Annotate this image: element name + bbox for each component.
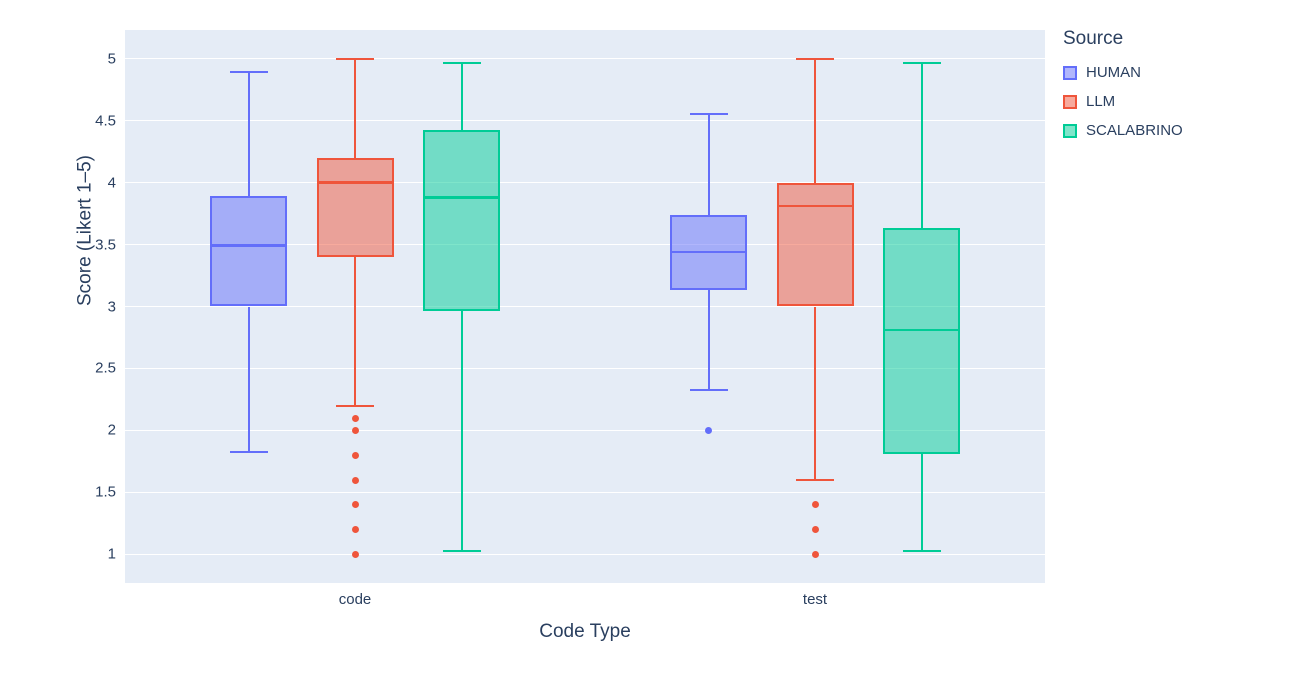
- outlier-point: [351, 426, 359, 434]
- whisker-lower-line: [460, 311, 463, 551]
- y-gridline: [125, 429, 1045, 432]
- y-tick-label: 3: [107, 298, 116, 315]
- y-tick-label: 4: [107, 174, 116, 191]
- y-tick-label: 1: [107, 545, 116, 563]
- y-gridline: [125, 243, 1045, 246]
- y-axis-title: Score (Likert 1–5): [74, 154, 96, 306]
- outlier-point: [351, 526, 359, 534]
- whisker-upper-line: [354, 58, 356, 158]
- box-iqr: [210, 196, 287, 307]
- whisker-upper-line: [247, 72, 250, 197]
- y-gridline: [125, 305, 1045, 308]
- y-tick-label: 5: [107, 50, 116, 68]
- outlier-point: [351, 476, 359, 484]
- median-line: [883, 328, 960, 332]
- whisker-upper-cap: [442, 62, 481, 65]
- x-tick-label: test: [802, 591, 828, 608]
- legend-item-llm[interactable]: LLM: [1063, 87, 1183, 116]
- legend-item-human[interactable]: HUMAN: [1063, 58, 1183, 87]
- outlier-point: [811, 550, 819, 558]
- whisker-lower-line: [247, 306, 250, 452]
- outlier-point: [705, 426, 712, 434]
- whisker-lower-line: [814, 306, 816, 481]
- legend: Source HUMAN LLM SCALABRINO: [1063, 28, 1183, 145]
- y-tick-label: 3.5: [95, 236, 116, 253]
- y-gridline: [125, 367, 1045, 370]
- y-gridline: [125, 553, 1045, 556]
- outlier-point: [351, 451, 359, 459]
- whisker-lower-cap: [229, 450, 268, 453]
- median-line: [670, 250, 747, 254]
- box-iqr: [316, 157, 394, 257]
- outlier-point: [351, 501, 359, 509]
- legend-title: Source: [1063, 28, 1124, 49]
- legend-item-label: SCALABRINO: [1086, 122, 1183, 139]
- whisker-upper-line: [460, 63, 463, 131]
- y-gridline: [125, 119, 1045, 122]
- median-line: [423, 196, 500, 199]
- whisker-upper-line: [707, 114, 710, 215]
- plot-area: 1 1.5 2 2.5 3 3.5 4 4.5 5 code test: [95, 30, 1045, 608]
- legend-items: HUMAN LLM SCALABRINO: [1063, 58, 1183, 145]
- whisker-upper-cap: [336, 57, 374, 60]
- whisker-lower-cap: [442, 549, 481, 552]
- median-line: [210, 244, 287, 247]
- y-tick-label: 2.5: [95, 359, 116, 377]
- y-gridline: [125, 181, 1045, 184]
- whisker-lower-cap: [336, 404, 374, 407]
- x-tick-label: code: [338, 591, 372, 608]
- box-iqr: [776, 182, 854, 307]
- whisker-upper-line: [814, 58, 816, 183]
- y-gridline: [125, 491, 1045, 494]
- y-gridline: [125, 57, 1045, 60]
- legend-swatch-icon: [1063, 123, 1077, 138]
- whisker-lower-cap: [689, 388, 728, 391]
- whisker-lower-line: [920, 454, 923, 551]
- whisker-upper-line: [920, 63, 923, 229]
- whisker-lower-cap: [902, 549, 941, 552]
- outlier-point: [811, 501, 819, 509]
- box-iqr: [883, 228, 960, 455]
- whisker-upper-cap: [902, 62, 941, 65]
- box-iqr: [423, 130, 500, 312]
- whisker-upper-cap: [689, 113, 728, 116]
- legend-item-label: LLM: [1086, 93, 1116, 110]
- whisker-lower-line: [354, 256, 356, 406]
- whisker-upper-cap: [796, 57, 834, 60]
- outlier-point: [351, 550, 359, 558]
- y-tick-label: 4.5: [95, 112, 116, 129]
- whisker-lower-cap: [796, 479, 834, 482]
- median-line: [316, 181, 394, 184]
- legend-item-label: HUMAN: [1086, 64, 1141, 81]
- legend-swatch-icon: [1063, 94, 1077, 109]
- median-line: [776, 204, 854, 208]
- y-tick-label: 2: [107, 421, 116, 439]
- x-axis-title: Code Type: [539, 621, 631, 642]
- legend-swatch-icon: [1063, 65, 1077, 80]
- y-tick-label: 1.5: [95, 483, 116, 501]
- whisker-upper-cap: [229, 71, 268, 74]
- outlier-point: [351, 414, 359, 422]
- whisker-lower-line: [707, 290, 710, 390]
- outlier-point: [811, 526, 819, 534]
- legend-item-scalabrino[interactable]: SCALABRINO: [1063, 116, 1183, 145]
